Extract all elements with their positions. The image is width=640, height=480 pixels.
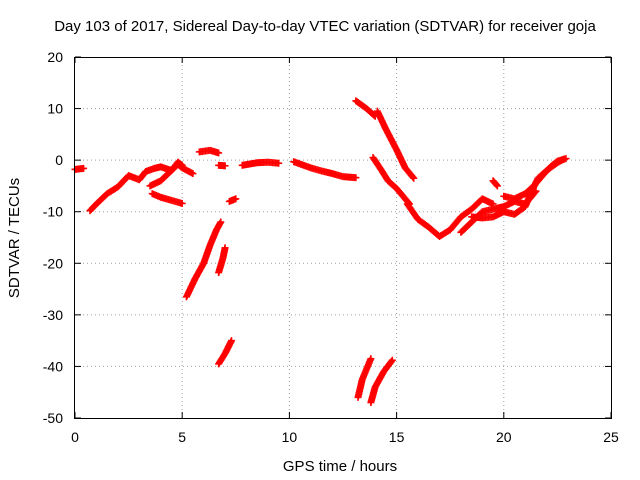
x-tick-label: 20 <box>496 429 512 445</box>
data-point <box>388 356 396 364</box>
data-point <box>178 199 186 207</box>
plot-frame <box>74 57 612 419</box>
grid <box>75 57 611 418</box>
data-point <box>228 337 236 345</box>
data-points <box>71 97 570 407</box>
data-point <box>410 174 418 182</box>
data-point <box>275 159 283 167</box>
data-point <box>80 164 88 172</box>
axis-ticks: 0 5 10 15 20 25 -50 -40 -30 -20 -10 0 10 20 <box>43 49 619 445</box>
data-point <box>189 170 197 178</box>
x-tick-label: 25 <box>603 429 619 445</box>
chart-title: Day 103 of 2017, Sidereal Day-to-day VTE… <box>54 18 596 35</box>
y-tick-label: 20 <box>47 49 63 65</box>
data-point <box>387 358 395 366</box>
data-point <box>221 162 229 170</box>
data-point <box>352 174 360 182</box>
x-tick-label: 0 <box>71 429 79 445</box>
y-axis-label: SDTVAR / TECUs <box>6 178 23 298</box>
y-tick-label: -40 <box>43 358 63 374</box>
x-axis-label: GPS time / hours <box>283 458 397 475</box>
data-point <box>562 155 570 163</box>
data-point <box>493 182 501 190</box>
x-tick-label: 10 <box>282 429 298 445</box>
y-tick-label: -50 <box>43 410 63 426</box>
data-point <box>409 173 417 181</box>
data-point <box>367 355 375 363</box>
x-tick-label: 15 <box>389 429 405 445</box>
data-point <box>178 161 186 169</box>
data-point <box>215 149 223 157</box>
y-tick-label: -20 <box>43 255 63 271</box>
data-point <box>225 197 233 205</box>
y-tick-label: 10 <box>47 101 63 117</box>
y-tick-label: -30 <box>43 307 63 323</box>
x-tick-label: 5 <box>178 429 186 445</box>
data-point <box>221 244 229 252</box>
y-tick-label: 0 <box>55 152 63 168</box>
data-point <box>217 218 225 226</box>
y-tick-label: -10 <box>43 204 63 220</box>
data-point <box>493 181 501 189</box>
